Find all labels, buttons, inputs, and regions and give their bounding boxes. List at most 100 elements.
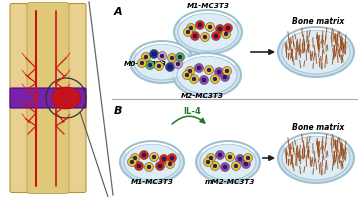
FancyBboxPatch shape <box>10 4 86 192</box>
FancyBboxPatch shape <box>10 88 86 108</box>
Circle shape <box>223 165 227 169</box>
Ellipse shape <box>124 144 180 180</box>
Circle shape <box>228 155 232 159</box>
Text: A: A <box>114 7 123 17</box>
Circle shape <box>155 162 164 170</box>
Ellipse shape <box>282 30 350 74</box>
Circle shape <box>234 164 238 168</box>
Circle shape <box>223 23 232 33</box>
Circle shape <box>197 66 201 70</box>
Circle shape <box>176 62 180 66</box>
Circle shape <box>213 164 217 168</box>
Circle shape <box>185 67 194 75</box>
Circle shape <box>203 157 213 166</box>
Circle shape <box>221 72 229 82</box>
Circle shape <box>205 22 214 32</box>
Circle shape <box>207 68 211 72</box>
Text: Bone matrix: Bone matrix <box>292 17 344 26</box>
Circle shape <box>238 157 242 161</box>
Circle shape <box>165 160 174 168</box>
Circle shape <box>141 52 150 61</box>
Circle shape <box>217 70 221 74</box>
Circle shape <box>222 30 231 38</box>
Circle shape <box>223 75 227 79</box>
Text: B: B <box>114 106 122 116</box>
Circle shape <box>157 64 161 68</box>
Circle shape <box>148 63 152 67</box>
Circle shape <box>204 65 213 74</box>
Circle shape <box>127 157 136 166</box>
Ellipse shape <box>196 141 260 183</box>
Circle shape <box>168 54 176 62</box>
Circle shape <box>183 71 192 80</box>
Circle shape <box>137 59 146 68</box>
Circle shape <box>236 154 245 164</box>
Circle shape <box>194 63 203 72</box>
Text: M1-MC3T3: M1-MC3T3 <box>131 179 173 185</box>
Circle shape <box>152 52 156 56</box>
Circle shape <box>185 73 189 77</box>
Circle shape <box>213 77 217 81</box>
Circle shape <box>142 153 146 157</box>
Circle shape <box>160 154 169 164</box>
Circle shape <box>175 52 184 61</box>
Circle shape <box>208 25 212 29</box>
Ellipse shape <box>174 10 242 54</box>
Circle shape <box>199 75 208 85</box>
Circle shape <box>195 20 204 30</box>
Circle shape <box>137 164 141 168</box>
Circle shape <box>188 69 192 73</box>
Circle shape <box>218 153 222 157</box>
Circle shape <box>131 153 140 163</box>
Circle shape <box>214 34 218 38</box>
Circle shape <box>186 30 190 34</box>
Circle shape <box>155 61 164 71</box>
Ellipse shape <box>278 133 354 183</box>
Circle shape <box>150 152 159 162</box>
Circle shape <box>203 35 207 39</box>
Circle shape <box>189 26 193 30</box>
Circle shape <box>207 153 216 163</box>
Text: IL-4: IL-4 <box>183 107 201 116</box>
Ellipse shape <box>134 44 190 80</box>
Circle shape <box>242 160 251 168</box>
Circle shape <box>243 153 252 163</box>
Circle shape <box>144 55 148 59</box>
Circle shape <box>189 74 198 84</box>
Circle shape <box>209 156 213 160</box>
Circle shape <box>218 27 222 31</box>
Text: M1-MC3T3: M1-MC3T3 <box>187 3 229 9</box>
Circle shape <box>244 162 248 166</box>
Circle shape <box>187 23 195 33</box>
Circle shape <box>200 33 209 42</box>
Circle shape <box>170 56 174 60</box>
Circle shape <box>140 61 144 65</box>
Circle shape <box>140 151 149 160</box>
Circle shape <box>168 162 172 166</box>
Ellipse shape <box>282 136 350 180</box>
Circle shape <box>216 151 224 160</box>
Circle shape <box>246 156 250 160</box>
Text: M0-MC3T3: M0-MC3T3 <box>124 61 167 67</box>
Circle shape <box>174 59 183 69</box>
Circle shape <box>198 23 202 27</box>
Circle shape <box>216 24 224 33</box>
Circle shape <box>160 54 164 58</box>
Text: mM2-MC3T3: mM2-MC3T3 <box>205 179 255 185</box>
Circle shape <box>211 162 219 170</box>
Circle shape <box>223 67 232 75</box>
Circle shape <box>147 165 151 169</box>
Circle shape <box>152 155 156 159</box>
Circle shape <box>202 78 206 82</box>
Circle shape <box>225 69 229 73</box>
Circle shape <box>178 55 182 59</box>
Ellipse shape <box>278 27 354 77</box>
Circle shape <box>184 28 193 36</box>
Circle shape <box>221 163 229 172</box>
Circle shape <box>214 68 223 76</box>
Circle shape <box>168 153 176 163</box>
Circle shape <box>130 160 134 164</box>
Circle shape <box>133 156 137 160</box>
Circle shape <box>232 162 241 170</box>
Circle shape <box>145 163 154 172</box>
